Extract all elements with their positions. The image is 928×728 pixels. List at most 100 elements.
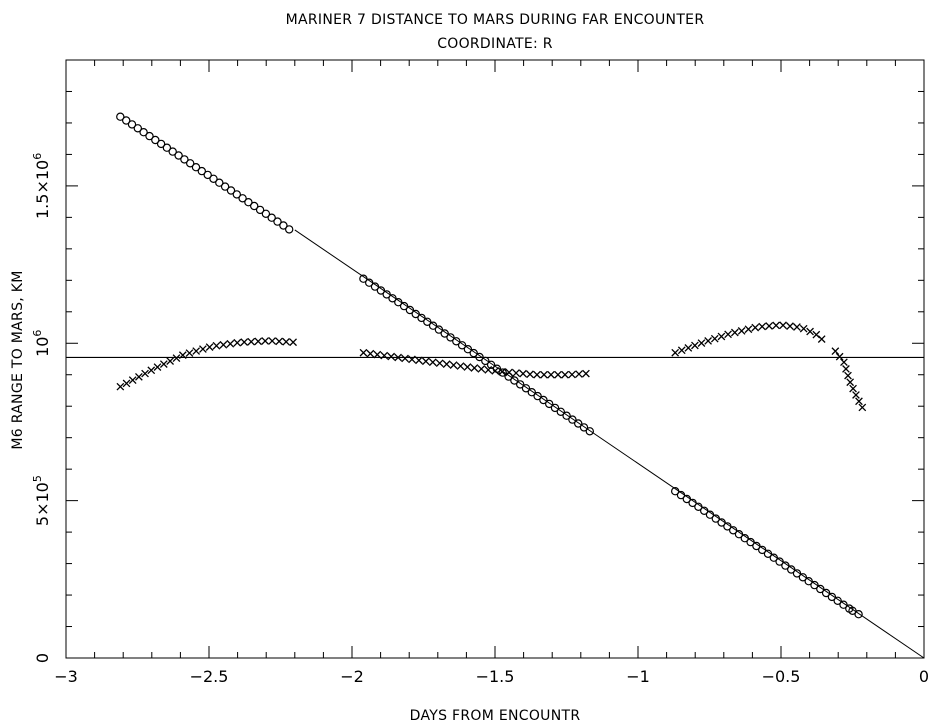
data-point-circle bbox=[781, 561, 790, 570]
chart-subtitle: COORDINATE: R bbox=[437, 36, 553, 52]
data-point-circle bbox=[758, 545, 767, 555]
data-point-cross bbox=[717, 332, 726, 341]
data-point-circle bbox=[446, 333, 455, 342]
data-point-cross bbox=[840, 358, 848, 367]
data-point-cross bbox=[199, 345, 207, 353]
data-point-circle bbox=[562, 411, 571, 420]
data-point-circle bbox=[550, 403, 560, 413]
fit-line bbox=[294, 229, 925, 659]
data-point-cross bbox=[484, 366, 493, 374]
data-point-circle bbox=[209, 174, 218, 183]
data-point-cross bbox=[512, 369, 520, 377]
data-point-circle bbox=[848, 606, 857, 616]
data-point-circle bbox=[244, 197, 253, 207]
data-point-circle bbox=[376, 286, 386, 295]
data-point-circle bbox=[734, 530, 744, 539]
data-points bbox=[116, 112, 867, 619]
data-point-circle bbox=[521, 384, 531, 393]
data-point-cross bbox=[835, 352, 844, 361]
data-point-circle bbox=[226, 186, 236, 195]
data-point-cross bbox=[147, 366, 156, 375]
data-point-cross bbox=[159, 360, 168, 368]
data-point-cross bbox=[533, 370, 541, 379]
data-point-cross bbox=[505, 368, 513, 377]
data-point-circle bbox=[585, 427, 595, 436]
data-point-cross bbox=[758, 322, 767, 331]
data-point-cross bbox=[205, 343, 214, 351]
data-point-circle bbox=[481, 356, 490, 366]
data-point-cross bbox=[844, 371, 852, 380]
data-point-circle bbox=[399, 301, 409, 311]
data-point-cross bbox=[415, 356, 423, 365]
data-point-circle bbox=[717, 518, 726, 527]
data-point-circle bbox=[394, 298, 403, 307]
y-tick-label: 1.5×106 bbox=[31, 153, 52, 219]
data-point-circle bbox=[711, 514, 721, 523]
data-point-cross bbox=[684, 344, 693, 352]
data-point-circle bbox=[388, 294, 397, 303]
data-point-cross bbox=[858, 403, 867, 412]
data-point-circle bbox=[197, 166, 206, 176]
data-point-cross bbox=[401, 354, 409, 363]
data-point-circle bbox=[428, 321, 438, 330]
data-point-circle bbox=[168, 147, 177, 156]
data-point-cross bbox=[765, 322, 773, 330]
data-point-circle bbox=[700, 506, 709, 515]
data-point-circle bbox=[273, 217, 282, 226]
data-point-cross bbox=[387, 352, 396, 361]
data-point-circle bbox=[162, 143, 172, 152]
y-tick-labels: 0 5×105 106 1.5×106 bbox=[31, 153, 52, 663]
data-point-cross bbox=[240, 338, 249, 346]
data-point-circle bbox=[545, 399, 554, 409]
data-point-circle bbox=[574, 419, 583, 428]
data-point-circle bbox=[215, 178, 224, 187]
x-tick-label: −0.5 bbox=[762, 667, 801, 686]
data-point-cross bbox=[793, 323, 801, 331]
data-point-cross bbox=[212, 341, 221, 350]
data-point-circle bbox=[133, 124, 142, 133]
data-point-cross bbox=[116, 382, 125, 391]
data-point-circle bbox=[185, 159, 195, 168]
data-point-cross bbox=[772, 321, 780, 330]
chart-title: MARINER 7 DISTANCE TO MARS DURING FAR EN… bbox=[286, 12, 705, 28]
data-point-cross bbox=[394, 353, 402, 362]
data-point-circle bbox=[676, 490, 686, 500]
data-point-circle bbox=[556, 407, 566, 416]
data-point-circle bbox=[787, 565, 796, 574]
data-point-cross bbox=[547, 370, 555, 379]
data-point-cross bbox=[855, 397, 863, 406]
x-axis-label: DAYS FROM ENCOUNTR bbox=[410, 708, 581, 724]
data-point-cross bbox=[806, 327, 814, 336]
data-point-cross bbox=[540, 370, 548, 379]
data-point-cross bbox=[786, 322, 794, 331]
data-point-circle bbox=[370, 282, 380, 291]
data-point-circle bbox=[568, 415, 577, 424]
data-point-cross bbox=[477, 365, 486, 373]
x-tick-label: −1 bbox=[626, 667, 650, 686]
data-point-cross bbox=[697, 339, 706, 347]
data-point-circle bbox=[359, 274, 368, 283]
data-point-cross bbox=[812, 330, 821, 339]
data-point-circle bbox=[839, 600, 848, 609]
data-point-cross bbox=[704, 337, 712, 345]
data-point-circle bbox=[854, 610, 863, 619]
data-point-cross bbox=[166, 357, 175, 365]
data-point-circle bbox=[220, 182, 230, 191]
data-point-cross bbox=[449, 361, 458, 369]
data-point-circle bbox=[740, 534, 750, 543]
data-point-circle bbox=[203, 170, 212, 180]
data-point-circle bbox=[682, 494, 692, 504]
data-point-circle bbox=[671, 487, 680, 496]
data-point-cross bbox=[408, 355, 416, 364]
data-point-circle bbox=[457, 341, 467, 350]
data-point-cross bbox=[435, 359, 444, 368]
data-point-cross bbox=[141, 369, 149, 378]
data-point-circle bbox=[180, 155, 189, 164]
data-point-cross bbox=[849, 384, 857, 393]
data-point-circle bbox=[174, 151, 183, 160]
data-point-cross bbox=[247, 337, 256, 346]
data-point-cross bbox=[172, 354, 181, 362]
data-point-circle bbox=[434, 325, 444, 334]
data-point-cross bbox=[219, 340, 228, 349]
data-point-circle bbox=[405, 305, 415, 315]
